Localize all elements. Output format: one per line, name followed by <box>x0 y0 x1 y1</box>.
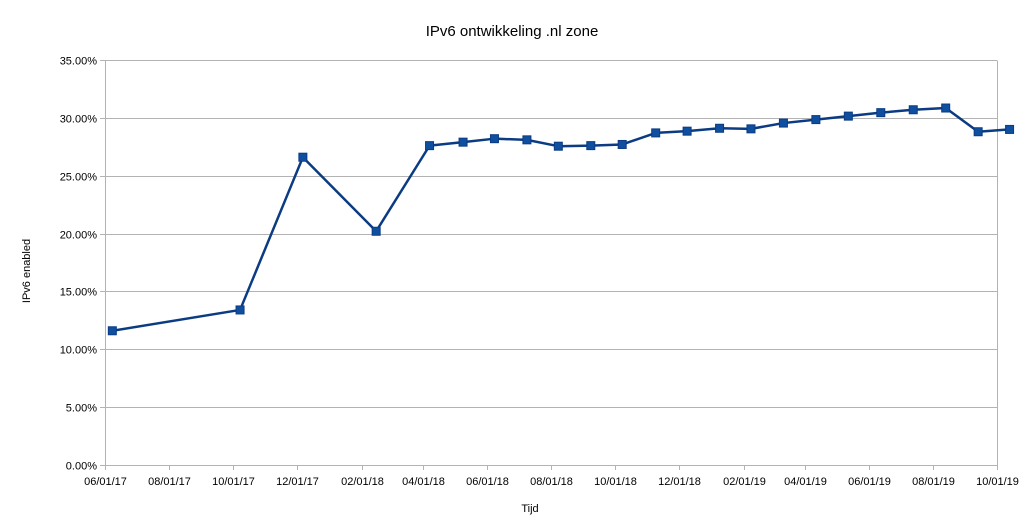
x-tick-label: 02/01/18 <box>341 476 384 488</box>
chart-title: IPv6 ontwikkeling .nl zone <box>426 23 599 40</box>
data-point <box>235 305 245 315</box>
x-tick-label: 08/01/17 <box>148 476 191 488</box>
y-tick-label: 35.00% <box>60 56 98 68</box>
data-point <box>843 111 853 121</box>
x-tick-label: 12/01/17 <box>276 476 319 488</box>
x-tick-label: 02/01/19 <box>723 476 766 488</box>
data-point <box>811 115 821 125</box>
x-tick-label: 06/01/17 <box>84 476 127 488</box>
y-tick-label: 20.00% <box>60 230 98 242</box>
y-tick-label: 10.00% <box>60 345 98 357</box>
data-point <box>941 103 951 113</box>
x-tick-label: 06/01/19 <box>848 476 891 488</box>
y-tick-label: 25.00% <box>60 172 98 184</box>
x-tick-label: 04/01/18 <box>402 476 445 488</box>
x-axis-ticks: 06/01/17 08/01/17 10/01/17 12/01/17 02/01/18… <box>84 465 1019 488</box>
data-point <box>876 108 886 118</box>
y-tick-label: 0.00% <box>66 461 97 473</box>
data-point <box>586 141 596 151</box>
data-point <box>107 326 117 336</box>
axes <box>105 60 998 466</box>
x-tick-label: 08/01/19 <box>912 476 955 488</box>
series-group <box>107 103 1015 336</box>
data-point <box>489 134 499 144</box>
data-point <box>553 141 563 151</box>
data-point <box>682 126 692 136</box>
data-point <box>617 139 627 149</box>
x-axis-label: Tijd <box>521 503 538 515</box>
data-point <box>458 137 468 147</box>
data-point <box>1005 124 1015 134</box>
y-tick-label: 15.00% <box>60 287 98 299</box>
y-axis-ticks: 0.00% 5.00% 10.00% 15.00% 20.00% 25.00% 30.00%… <box>60 56 105 473</box>
data-point <box>651 128 661 138</box>
y-axis-label: IPv6 enabled <box>21 239 33 303</box>
data-point <box>778 118 788 128</box>
y-gridlines <box>105 60 997 466</box>
x-tick-label: 06/01/18 <box>466 476 509 488</box>
data-point <box>715 123 725 133</box>
data-point <box>908 105 918 115</box>
x-tick-label: 08/01/18 <box>530 476 573 488</box>
x-tick-label: 10/01/19 <box>976 476 1019 488</box>
data-point <box>425 141 435 151</box>
x-tick-label: 12/01/18 <box>658 476 701 488</box>
y-tick-label: 30.00% <box>60 114 98 126</box>
x-tick-label: 04/01/19 <box>784 476 827 488</box>
x-tick-label: 10/01/17 <box>212 476 255 488</box>
series-line <box>112 106 1010 333</box>
data-point <box>746 124 756 134</box>
y-tick-label: 5.00% <box>66 403 97 415</box>
data-point <box>371 226 381 236</box>
data-point <box>522 135 532 145</box>
data-point <box>973 127 983 137</box>
x-tick-label: 10/01/18 <box>594 476 637 488</box>
data-point <box>298 152 308 162</box>
